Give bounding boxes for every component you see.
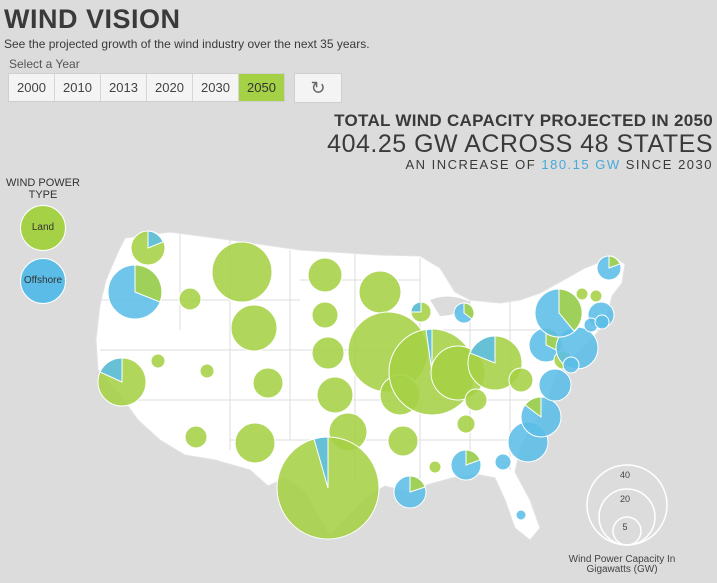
bubble-nebraska[interactable] (311, 336, 345, 370)
bubble-idaho[interactable] (150, 353, 166, 369)
increase-value: 180.15 GW (541, 157, 621, 172)
headline-total: 404.25 GW ACROSS 48 STATES (327, 130, 713, 158)
scale-circle-5 (612, 516, 642, 546)
scale-value-40: 40 (620, 470, 630, 480)
bubble-texas-offshore (313, 436, 329, 489)
legend-offshore-label: Offshore (23, 275, 63, 286)
legend-offshore[interactable]: Offshore (20, 258, 66, 304)
reset-button[interactable]: ↻ (294, 73, 342, 103)
bubble-ohio-offshore (469, 335, 496, 364)
increase-prefix: AN INCREASE OF (405, 157, 542, 172)
year-button-2010[interactable]: 2010 (55, 74, 101, 101)
select-year-label: Select a Year (9, 57, 80, 71)
bubble-california-offshore (99, 357, 123, 383)
year-selector: 2000 2010 2013 2020 2030 2050 (8, 73, 285, 102)
scale-value-5: 5 (622, 522, 627, 532)
bubble-west-virginia[interactable] (508, 367, 534, 393)
bubble-delaware[interactable] (562, 356, 580, 374)
bubble-montana[interactable] (211, 241, 273, 303)
bubble-new-hampshire[interactable] (589, 289, 603, 303)
bubble-illinois-offshore (425, 328, 433, 373)
year-button-2030[interactable]: 2030 (193, 74, 239, 101)
bubble-arizona[interactable] (184, 425, 208, 449)
bubble-north-dakota[interactable] (307, 257, 343, 293)
bubble-wisconsin-offshore (410, 301, 422, 313)
bubble-nevada[interactable] (199, 363, 215, 379)
bubble-wa-north-offshore (147, 230, 164, 249)
bubble-wyoming[interactable] (230, 304, 278, 352)
app-title: WIND VISION (4, 4, 181, 34)
bubble-south-dakota[interactable] (311, 301, 339, 329)
bubble-maine-land (608, 255, 621, 269)
year-button-2000[interactable]: 2000 (9, 74, 55, 101)
bubble-new-york-land (558, 288, 583, 332)
scale-value-20: 20 (620, 494, 630, 504)
bubble-michigan-land (463, 302, 475, 320)
year-button-2013[interactable]: 2013 (101, 74, 147, 101)
scale-label: Wind Power Capacity In Gigawatts (GW) (568, 554, 676, 575)
year-button-2050[interactable]: 2050 (239, 74, 284, 101)
increase-suffix: SINCE 2030 (620, 157, 713, 172)
year-button-2020[interactable]: 2020 (147, 74, 193, 101)
bubble-virginia[interactable] (538, 368, 572, 402)
bubble-mississippi[interactable] (428, 460, 442, 474)
bubble-florida[interactable] (515, 509, 527, 521)
bubble-arkansas[interactable] (387, 425, 419, 457)
headline-increase: AN INCREASE OF 180.15 GW SINCE 2030 (405, 157, 713, 172)
legend-title: WIND POWER TYPE (6, 177, 80, 201)
bubble-kansas[interactable] (316, 376, 354, 414)
bubble-kentucky[interactable] (464, 388, 488, 412)
bubble-north-carolina-land (524, 396, 542, 418)
bubble-alabama-land (465, 449, 481, 466)
bubble-oregon-east[interactable] (178, 287, 202, 311)
bubble-new-mexico[interactable] (234, 422, 276, 464)
us-outline (95, 231, 626, 541)
app-subtitle: See the projected growth of the wind ind… (4, 37, 370, 51)
headline-title: TOTAL WIND CAPACITY PROJECTED IN 2050 (334, 111, 713, 130)
bubble-vermont[interactable] (575, 287, 589, 301)
bubble-washington-land (134, 264, 163, 303)
bubble-georgia[interactable] (494, 453, 512, 471)
reset-icon: ↻ (310, 78, 326, 98)
bubble-connecticut[interactable] (594, 314, 610, 330)
bubble-colorado[interactable] (252, 367, 284, 399)
bubble-louisiana-land (409, 475, 426, 493)
bubble-tennessee[interactable] (456, 414, 476, 434)
